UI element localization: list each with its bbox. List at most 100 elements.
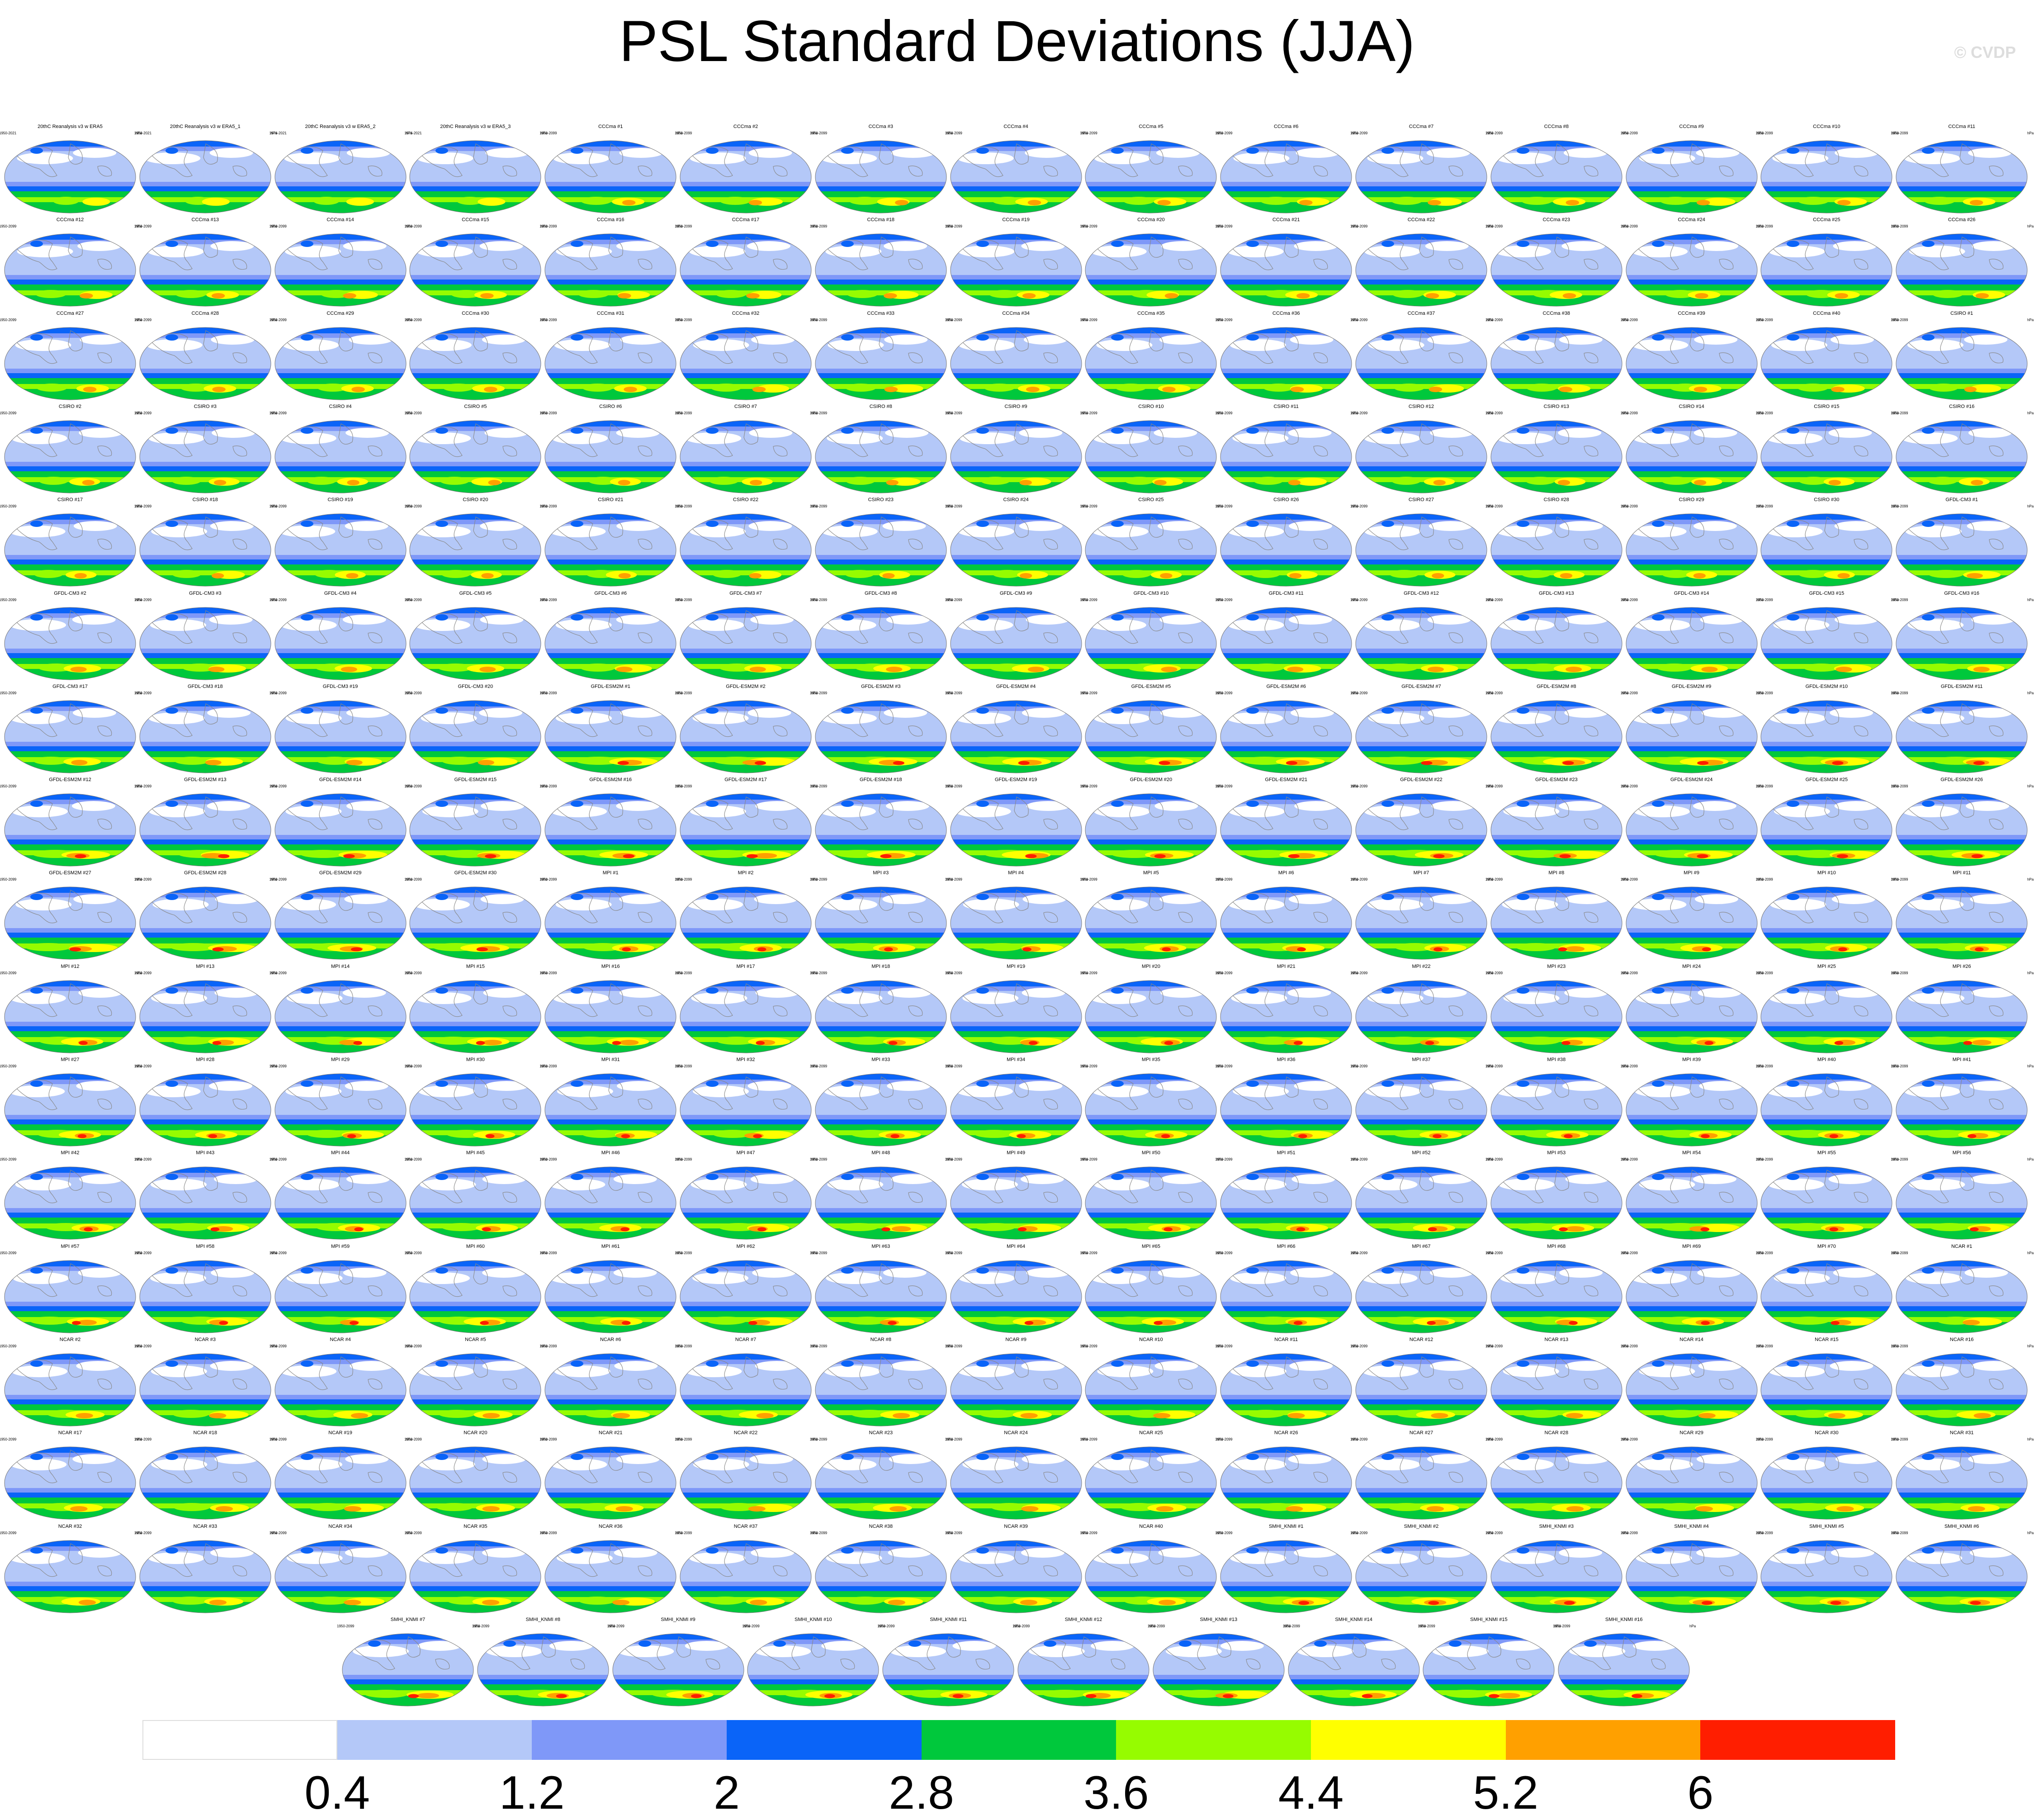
low-variance-region (482, 335, 525, 345)
panel-field (273, 419, 408, 496)
contour-band-3.6 (138, 1031, 273, 1038)
low-variance-region (1696, 148, 1739, 158)
panel-map (1759, 966, 1894, 1054)
north-pacific-max (1111, 1267, 1124, 1274)
panel-field (814, 1166, 948, 1242)
panel-field (1894, 606, 2029, 683)
low-variance-region (9, 526, 66, 537)
contour-band-south-3.6 (1759, 1042, 1894, 1056)
low-variance-region (1634, 619, 1690, 631)
contour-band-south-3.6 (1759, 482, 1894, 496)
contour-band-2.8 (1759, 653, 1894, 659)
north-pacific-max (301, 521, 313, 527)
panel-map (1489, 499, 1624, 588)
low-variance-region (1294, 241, 1338, 251)
low-variance-region (415, 432, 471, 444)
north-pacific-max (571, 1454, 583, 1460)
low-variance-region (1290, 335, 1334, 345)
panel-field (138, 326, 273, 403)
panel-map (1894, 499, 2029, 588)
contour-band-south-3.6 (273, 1508, 408, 1522)
north-pacific-max (706, 521, 719, 527)
contour-band-2.8 (3, 466, 137, 472)
north-pacific-max (1381, 241, 1394, 247)
north-pacific-max (1652, 334, 1665, 341)
low-variance-region (1161, 241, 1205, 251)
panel-map (1624, 1152, 1759, 1241)
panel-map (273, 966, 408, 1054)
southern-core (1432, 573, 1444, 578)
north-pacific-max (435, 1174, 448, 1180)
north-pacific-max (1517, 894, 1529, 900)
north-pacific-max (166, 614, 178, 621)
panel-field (1489, 512, 1624, 589)
southern-peak (1022, 948, 1031, 952)
panel-map (1354, 592, 1489, 681)
panel-map (273, 872, 408, 961)
southern-core (1426, 293, 1439, 299)
contour-band-3.6 (814, 284, 948, 291)
panel-map (1354, 499, 1489, 588)
low-variance-region (345, 521, 388, 531)
panel-field (138, 1259, 273, 1336)
southern-core (1020, 1413, 1037, 1418)
north-pacific-max (706, 334, 719, 341)
southern-max (1392, 290, 1423, 298)
low-variance-region (1773, 152, 1829, 164)
contour-band-3.6 (814, 1124, 948, 1131)
contour-band-2.8 (949, 186, 1083, 192)
contour-band-2.8 (1624, 466, 1759, 472)
contour-band-2.8 (814, 1306, 948, 1312)
north-pacific-max (1381, 147, 1394, 154)
southern-peak (1973, 761, 1985, 765)
contour-band-3.6 (1489, 1404, 1624, 1411)
southern-max (845, 384, 876, 392)
southern-peak (1835, 1041, 1844, 1045)
low-variance-region (756, 988, 799, 998)
panel-map (1354, 1246, 1489, 1334)
southern-max (1526, 477, 1555, 485)
southern-max (974, 1130, 1014, 1138)
contour-band-2.8 (1354, 839, 1489, 845)
panel-map (1894, 1246, 2029, 1334)
contour-band-3.6 (814, 1031, 948, 1038)
north-pacific-max (1246, 987, 1259, 994)
north-pacific-max (841, 1174, 854, 1180)
low-variance-region (754, 894, 797, 904)
southern-core (1964, 387, 1977, 392)
north-pacific-max (435, 707, 448, 714)
panel-map (1354, 219, 1489, 308)
panel-field (3, 1352, 137, 1429)
contour-band-south-3.6 (138, 575, 273, 589)
panel-field (949, 606, 1083, 683)
north-pacific-max (1922, 1360, 1935, 1367)
southern-max (839, 1223, 879, 1231)
southern-max (1391, 477, 1421, 485)
low-variance-region (1429, 521, 1472, 531)
contour-band-3.6 (543, 844, 678, 851)
north-pacific-max (435, 147, 448, 154)
southern-core (619, 573, 631, 578)
panel-map (1489, 313, 1624, 401)
panel-map (949, 1432, 1083, 1521)
low-variance-region (1094, 712, 1150, 724)
low-variance-region (418, 1365, 474, 1377)
low-variance-region (209, 148, 253, 158)
southern-peak (1296, 1228, 1306, 1232)
low-variance-region (1769, 992, 1826, 1004)
southern-max (980, 477, 1010, 485)
low-variance-region (1365, 1085, 1421, 1097)
contour-band-3.6 (3, 471, 137, 478)
low-variance-region (826, 1272, 882, 1284)
panel-field (1624, 1446, 1759, 1522)
panel-field (273, 1352, 408, 1429)
contour-band-3.6 (1083, 844, 1218, 851)
